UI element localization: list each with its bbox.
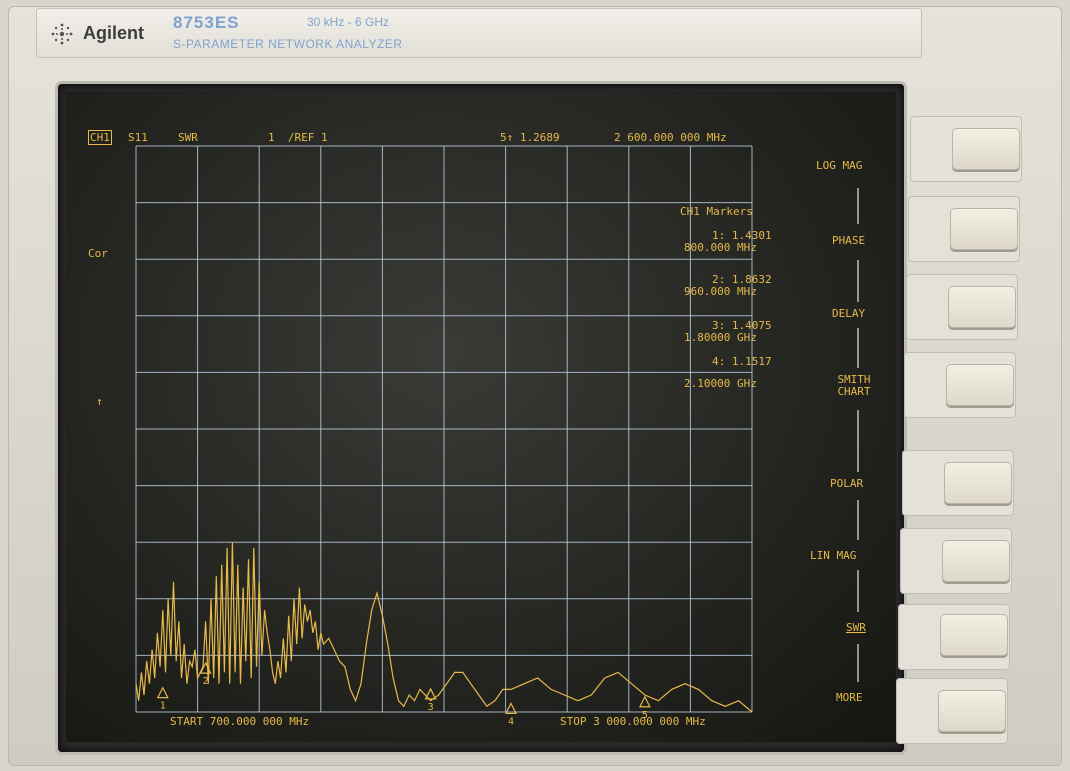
stop-frequency: STOP 3 000.000 000 MHz [560, 715, 706, 728]
marker-3-triangle [424, 687, 437, 700]
model-number: 8753ES [173, 13, 240, 32]
softkey-log-mag-button[interactable] [952, 128, 1020, 170]
marker-1-triangle [156, 686, 169, 699]
marker-4-triangle [504, 702, 517, 715]
analyzer-screen: CH1 S11 SWR 1 /REF 1 5↑ 1.2689 2 600.000… [66, 92, 896, 742]
softkey-label-delay: DELAY [832, 307, 866, 320]
active-marker-frequency: 2 600.000 000 MHz [614, 131, 727, 144]
softkey-label-swr: SWR [846, 621, 866, 634]
softkey-smith-chart-button[interactable] [946, 364, 1014, 406]
s-parameter: S11 [128, 131, 148, 144]
softkey-label-log-mag: LOG MAG [816, 159, 863, 172]
channel-indicator: CH1 [88, 130, 112, 145]
softkey-lin-mag-button[interactable] [942, 540, 1010, 582]
softkey-label-more: MORE [836, 691, 863, 704]
marker-4-label: 4 [508, 716, 514, 727]
softkey-label-smith-chart: SMITH CHART [837, 373, 871, 398]
softkey-label-phase: PHASE [832, 234, 866, 247]
start-frequency: START 700.000 000 MHz [170, 715, 310, 728]
softkey-delay-button[interactable] [948, 286, 1016, 328]
marker-5-label: 5 [642, 710, 648, 721]
marker-3-label: 3 [428, 702, 434, 713]
softkey-label-lin-mag: LIN MAG [810, 549, 857, 562]
correction-indicator: Cor [88, 247, 108, 260]
brand-strip: Agilent 8753ES 30 kHz - 6 GHz S-PARAMETE… [36, 8, 922, 58]
instrument-subtitle: S-PARAMETER NETWORK ANALYZER [173, 37, 403, 51]
reference-position-arrow: ↑ [96, 395, 103, 408]
display-format: SWR [178, 131, 198, 144]
marker-2-label: 2 [203, 676, 209, 687]
swr-chart: 1 2 3 4 5 [135, 145, 859, 727]
brand-name: Agilent [83, 23, 144, 43]
frequency-range: 30 kHz - 6 GHz [307, 15, 390, 29]
active-marker-value: 5↑ 1.2689 [500, 131, 560, 144]
marker-5-triangle [638, 695, 651, 708]
softkey-label-polar: POLAR [830, 477, 864, 490]
scale-reference: 1 /REF 1 [268, 131, 328, 144]
softkey-swr-button[interactable] [940, 614, 1008, 656]
softkey-phase-button[interactable] [950, 208, 1018, 250]
swr-trace [135, 542, 753, 713]
marker-1-label: 1 [160, 701, 166, 712]
softkey-polar-button[interactable] [944, 462, 1012, 504]
marker-2-triangle [199, 661, 212, 674]
chart-grid [135, 145, 753, 713]
agilent-spark-logo-icon [51, 23, 73, 45]
softkey-more-button[interactable] [938, 690, 1006, 732]
trace-markers: 1 2 3 4 5 [156, 661, 651, 727]
